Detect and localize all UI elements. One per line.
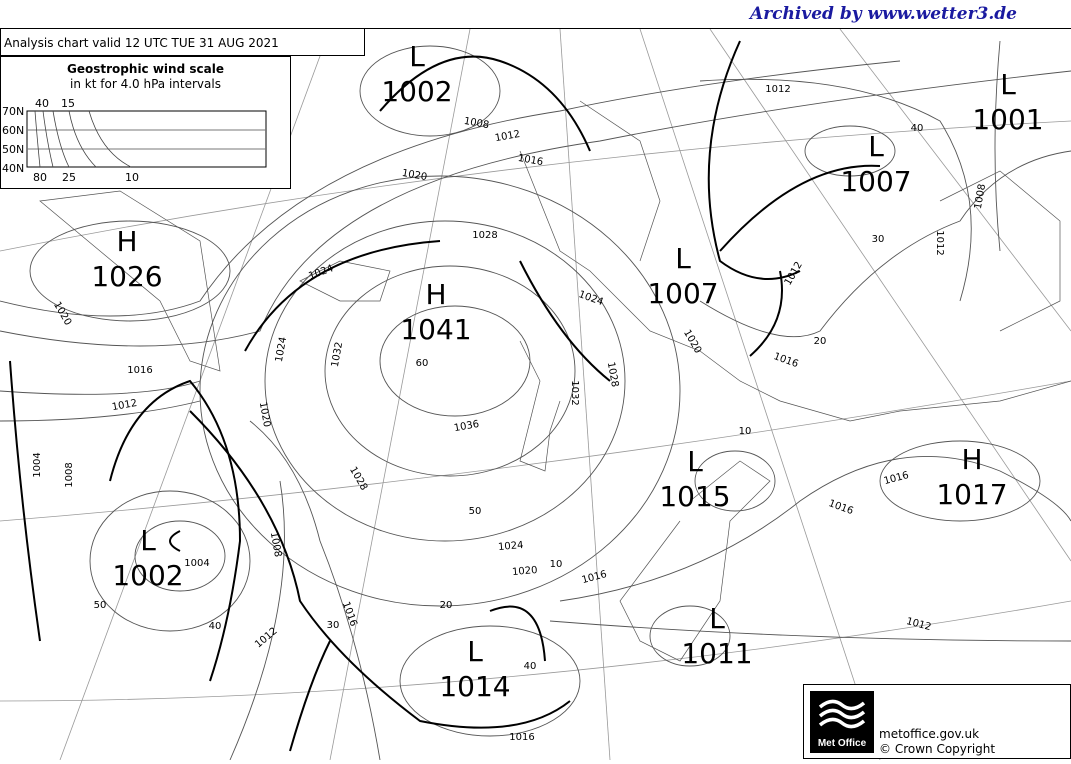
lat-label: 70N — [2, 105, 24, 118]
pressure-centre-value: 1015 — [659, 480, 730, 513]
pressure-centre-value: 1007 — [647, 277, 718, 310]
isobar-label: 1012 — [905, 616, 932, 633]
pressure-centre-type: H — [961, 443, 982, 476]
pressure-centre-value: 1017 — [936, 478, 1007, 511]
isobar-label: 1016 — [509, 732, 534, 743]
wind-label: 10 — [739, 426, 752, 437]
isobar-label: 1008 — [64, 462, 75, 487]
logo-text: Met Office — [817, 738, 867, 749]
pressure-centre-type: L — [409, 40, 425, 73]
isobar-label: 1008 — [268, 531, 283, 558]
isobar-label: 1016 — [883, 470, 910, 487]
isobar-label: 1008 — [973, 183, 988, 210]
isobar-label: 1028 — [605, 361, 620, 388]
copyright: © Crown Copyright — [879, 742, 996, 756]
fronts — [9, 40, 881, 752]
pressure-centre-value: 1011 — [681, 637, 752, 670]
waves-icon — [818, 699, 866, 729]
wind-label: 20 — [814, 336, 827, 347]
lat-label: 60N — [2, 124, 24, 137]
isobar-label: 1024 — [498, 540, 524, 553]
isobar-label: 1012 — [111, 398, 138, 413]
isobar-label: 1024 — [307, 263, 335, 282]
pressure-centre-value: 1041 — [400, 313, 471, 346]
scale-top-label: 15 — [61, 97, 75, 110]
isobar-label: 1016 — [517, 153, 544, 168]
isobar-label: 1016 — [340, 600, 359, 628]
isobar-label: 1024 — [274, 336, 289, 363]
pressure-centre-value: 1002 — [112, 559, 183, 592]
lat-label: 50N — [2, 143, 24, 156]
pressure-centre-type: L — [868, 130, 884, 163]
archive-credit: Archived by www.wetter3.de — [750, 4, 1017, 24]
wind-label: 30 — [872, 234, 885, 245]
isobar-label: 1020 — [512, 565, 538, 578]
met-office-logo: Met Office — [810, 691, 874, 753]
wind-label: 40 — [209, 621, 222, 632]
chart-title: Analysis chart valid 12 UTC TUE 31 AUG 2… — [0, 28, 365, 56]
isobar-label: 1016 — [127, 365, 152, 376]
isobar-label: 1028 — [472, 230, 497, 241]
wind-label: 50 — [469, 506, 482, 517]
isobar-label: 1012 — [934, 230, 945, 255]
pressure-centre-value: 1002 — [381, 75, 452, 108]
isobar-label: 1016 — [581, 569, 608, 586]
scale-bottom-label: 80 — [33, 171, 47, 184]
isobar-label: 1008 — [463, 116, 490, 131]
wind-scale-subtitle: in kt for 4.0 hPa intervals — [70, 77, 221, 91]
isobar-label: 1012 — [765, 84, 790, 95]
pressure-centre-type: L — [1000, 68, 1016, 101]
isobars — [0, 40, 1071, 761]
wind-label: 10 — [550, 559, 563, 570]
isobar-label: 1028 — [347, 465, 369, 493]
coastlines — [39, 100, 1071, 662]
geostrophic-wind-scale: Geostrophic wind scale in kt for 4.0 hPa… — [0, 56, 291, 189]
pressure-centre-value: 1001 — [972, 103, 1043, 136]
wind-label: 50 — [94, 600, 107, 611]
wind-label: 40 — [911, 123, 924, 134]
isobar-label: 1020 — [401, 168, 428, 183]
pressure-centre-value: 1026 — [91, 260, 162, 293]
wind-label: 30 — [327, 620, 340, 631]
pressure-centre-type: H — [425, 278, 446, 311]
pressure-centre-type: L — [675, 242, 691, 275]
scale-bottom-label: 25 — [62, 171, 76, 184]
isobar-label: 1032 — [569, 380, 580, 405]
wind-scale-graph: 70N 60N 50N 40N 40 15 80 25 10 — [2, 97, 267, 184]
isobar-label: 1016 — [772, 351, 800, 370]
footer-url[interactable]: metoffice.gov.uk — [879, 727, 980, 741]
isobar-label: 1012 — [494, 129, 521, 144]
met-office-footer: Met Office metoffice.gov.uk © Crown Copy… — [803, 684, 1071, 759]
isobar-label: 1016 — [827, 498, 855, 517]
isobar-label: 1012 — [253, 626, 280, 651]
pressure-centre-value: 1014 — [439, 670, 510, 703]
scale-bottom-label: 10 — [125, 171, 139, 184]
isobar-label: 1020 — [257, 401, 272, 428]
isobar-label: 1004 — [32, 452, 43, 477]
pressure-centre-type: L — [709, 602, 725, 635]
isobar-label: 1036 — [453, 419, 480, 434]
isobar-label: 1024 — [577, 289, 605, 308]
isobar-label: 1004 — [184, 558, 209, 569]
pressure-centre-type: L — [687, 445, 703, 478]
isobar-label: 1032 — [330, 341, 345, 368]
pressure-centre-type: H — [116, 225, 137, 258]
pressure-centre-type: L — [467, 635, 483, 668]
pressure-centre-type: L — [140, 524, 156, 557]
isobar-label: 1012 — [783, 260, 805, 288]
scale-top-label: 40 — [35, 97, 49, 110]
pressure-centre-value: 1007 — [840, 165, 911, 198]
weather-map: L 1002 L 1001 L 1007 H 1026 H 1041 L 1007 L 1015 H 1017… — [0, 28, 1071, 761]
isobar-label: 1020 — [681, 328, 703, 356]
wind-label: 20 — [440, 600, 453, 611]
wind-label: 40 — [524, 661, 537, 672]
lat-label: 40N — [2, 162, 24, 175]
wind-scale-title: Geostrophic wind scale — [67, 62, 224, 76]
wind-label: 60 — [416, 358, 429, 369]
